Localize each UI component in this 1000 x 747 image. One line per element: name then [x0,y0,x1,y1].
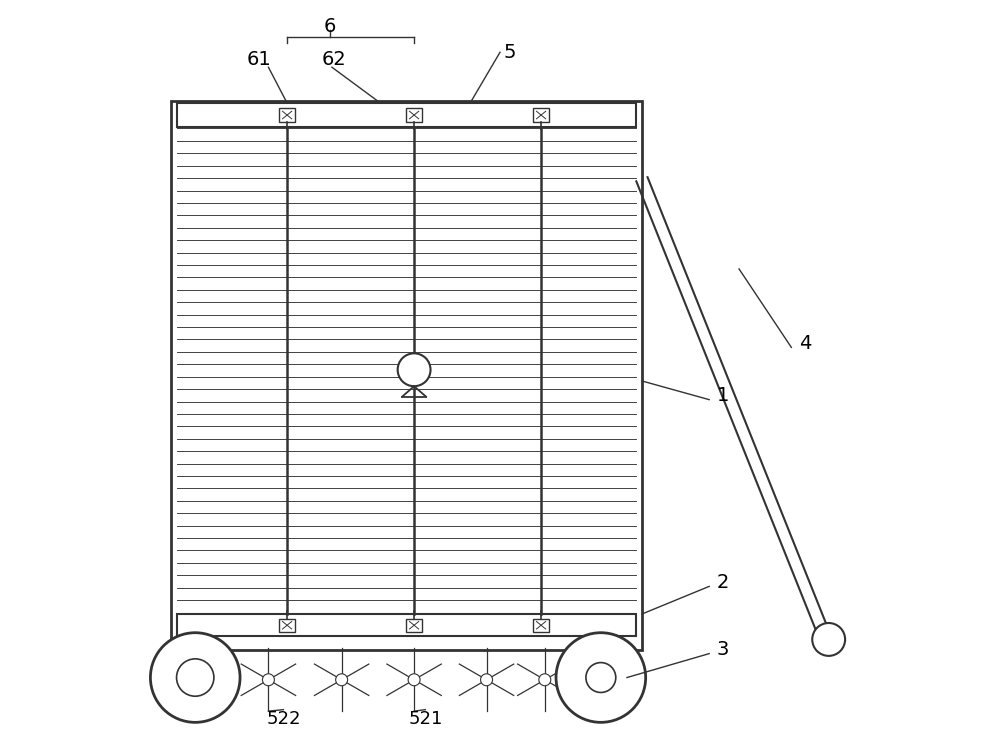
Text: 6: 6 [323,16,336,36]
Circle shape [481,674,493,686]
Circle shape [262,674,274,686]
Circle shape [177,659,214,696]
Text: 522: 522 [266,710,301,728]
Circle shape [398,353,431,386]
Text: 3: 3 [717,640,729,660]
Bar [406,619,422,632]
Bar [279,108,295,122]
Circle shape [812,623,845,656]
Circle shape [539,674,551,686]
Text: 61: 61 [247,50,272,69]
Circle shape [336,674,348,686]
Text: 521: 521 [408,710,442,728]
Circle shape [586,663,616,692]
Text: 2: 2 [717,573,729,592]
Bar [406,108,422,122]
Bar [279,619,295,632]
Bar [177,103,636,127]
Bar [171,101,642,650]
Text: 62: 62 [322,50,347,69]
Text: 5: 5 [504,43,516,62]
Bar [533,108,549,122]
Circle shape [556,633,646,722]
Bar [533,619,549,632]
Circle shape [408,674,420,686]
Text: 4: 4 [799,334,811,353]
Bar [177,614,636,636]
Text: 1: 1 [717,386,729,406]
Circle shape [150,633,240,722]
